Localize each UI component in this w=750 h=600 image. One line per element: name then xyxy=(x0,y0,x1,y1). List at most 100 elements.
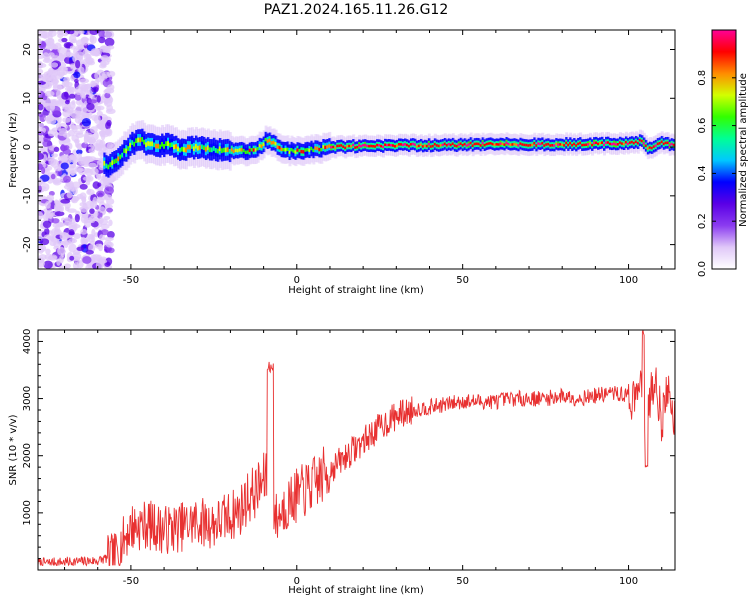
spectrogram-ridge-core xyxy=(254,148,258,152)
spectrogram-ridge-core xyxy=(481,141,485,145)
spectrogram-speckle xyxy=(38,138,44,144)
spectrogram-speckle xyxy=(45,248,51,255)
spectrogram-ridge-core xyxy=(222,147,226,153)
spectrogram-ridge-core xyxy=(459,142,463,145)
figure-title: PAZ1.2024.165.11.26.G12 xyxy=(264,2,449,18)
spectrogram-speckle xyxy=(96,190,105,198)
spectrogram-ridge-core xyxy=(551,143,555,147)
spectrogram-speckle xyxy=(74,213,80,223)
spectrogram-ridge-core xyxy=(672,143,675,147)
spectrogram-ridge-core xyxy=(579,141,583,145)
spectrogram-speckle xyxy=(85,264,93,269)
spectrogram-speckle xyxy=(55,121,62,131)
spectrogram-ridge-core xyxy=(515,143,519,146)
spectrogram-speckle xyxy=(104,37,115,47)
spectrogram-ridge-core xyxy=(601,141,605,144)
spectrogram-ridge-core xyxy=(314,146,318,150)
spectrogram-ridge-core xyxy=(529,143,533,147)
snr-panel: -50 0 50 100 1000 2000 3000 4000 Height of str… xyxy=(8,329,676,596)
spectrogram-speckle xyxy=(95,139,104,149)
spectrogram-ridge-core xyxy=(648,146,652,149)
spectrogram-ridge-core xyxy=(473,142,477,146)
spectrogram-ridge-core xyxy=(354,146,358,149)
spectrogram-ridge-core xyxy=(581,143,585,147)
spectrogram-ridge-core xyxy=(236,148,240,153)
spectrogram-speckle xyxy=(66,187,76,192)
spectrogram-ridge-core xyxy=(417,144,421,148)
spectrogram-ridge-core xyxy=(224,147,228,153)
spectrogram-ridge-core xyxy=(403,143,407,146)
spectrogram-speckle xyxy=(44,90,55,97)
spectrogram-ridge-core xyxy=(157,143,161,149)
spectrogram-speckle xyxy=(76,246,85,252)
spectrogram-ridge-core xyxy=(318,147,322,152)
spectrogram-ridge-core xyxy=(107,164,111,170)
spectrogram-speckle xyxy=(106,230,115,239)
spectrogram-speckle xyxy=(69,86,76,93)
spectrogram-ridge-core xyxy=(165,141,169,146)
spectrogram-ridge-core xyxy=(188,144,192,150)
colorbar-tick-label: 0.2 xyxy=(697,213,708,229)
spectrogram-ridge-core xyxy=(244,150,248,154)
spectrogram-speckle xyxy=(87,60,96,66)
spectrogram-speckle xyxy=(57,240,66,245)
spectrogram-ridge-core xyxy=(610,142,614,146)
spectrogram-image xyxy=(38,30,675,269)
spectrogram-speckle xyxy=(74,86,83,96)
spectrogram-ridge-core xyxy=(173,144,177,150)
spectrogram-ridge-core xyxy=(620,142,624,145)
spectrogram-speckle xyxy=(77,66,85,74)
spectrogram-ridge-core xyxy=(553,144,557,147)
spectrogram-speckle xyxy=(96,123,104,128)
spectrogram-ridge-core xyxy=(603,143,607,147)
spectrogram-speckle xyxy=(97,182,102,187)
colorbar-axis: 0.0 0.2 0.4 0.6 0.8 xyxy=(697,70,736,277)
spectrogram-ridge-core xyxy=(250,148,254,152)
spectrogram-ridge-core xyxy=(175,144,179,149)
spectrogram-ridge-core xyxy=(419,143,423,147)
spectrogram-ridge-core xyxy=(258,143,262,148)
spectrogram-speckle xyxy=(38,122,44,129)
spectrogram-ridge-core xyxy=(368,144,372,148)
spectrogram-panel: -50 0 50 100 -20 -10 0 10 20 Height of straight… xyxy=(8,29,676,296)
spectrogram-speckle xyxy=(51,62,59,68)
spectrogram-ridge-core xyxy=(145,142,149,148)
spectrogram-ridge-core xyxy=(232,149,236,154)
spectrogram-speckle xyxy=(104,186,114,195)
spectrogram-ridge-core xyxy=(182,147,186,152)
spectrogram-ridge-core xyxy=(332,145,336,149)
spectrogram-speckle xyxy=(79,183,88,190)
spectrogram-speckle xyxy=(48,254,58,261)
spectrogram-speckle xyxy=(89,30,99,36)
spectrogram-ridge-core xyxy=(666,141,670,145)
spectrogram-speckle xyxy=(51,55,60,60)
snr-x-tick-label: 50 xyxy=(456,576,469,587)
spectrogram-ridge-core xyxy=(567,143,571,147)
spectrogram-ridge-core xyxy=(523,143,527,147)
spectrogram-ridge-core xyxy=(196,145,200,151)
spectrogram-ridge-core xyxy=(155,143,159,149)
spectrogram-ridge-core xyxy=(352,143,356,147)
spectrogram-speckle xyxy=(38,258,45,268)
spectrogram-speckle xyxy=(82,256,92,264)
spectrogram-ridge-core xyxy=(306,147,310,152)
spectrogram-speckle xyxy=(56,115,62,124)
spectrogram-ridge-core xyxy=(485,142,489,146)
spectrogram-ridge-core xyxy=(543,144,547,147)
spectrogram-ridge-core xyxy=(177,146,181,152)
spectrogram-speckle xyxy=(57,47,68,55)
colorbar: 0.0 0.2 0.4 0.6 0.8 Normalized spectral ampl… xyxy=(697,29,749,277)
spectrogram-ridge-core xyxy=(587,143,591,146)
spectrogram-ridge-core xyxy=(638,138,642,142)
spectrogram-speckle xyxy=(63,145,70,150)
spectrogram-ridge-core xyxy=(479,144,483,147)
spectrogram-ridge-core xyxy=(218,146,222,152)
spectrogram-ridge-core xyxy=(294,150,298,154)
spectrogram-ridge-core xyxy=(455,144,459,148)
spectrogram-ridge-core xyxy=(280,147,284,152)
spectrogram-ridge-core xyxy=(499,142,503,145)
spectrogram-speckle xyxy=(73,124,83,130)
spectrogram-speckle xyxy=(51,218,60,224)
spectrogram-speckle xyxy=(86,102,95,111)
spectrogram-ridge-core xyxy=(304,148,308,152)
